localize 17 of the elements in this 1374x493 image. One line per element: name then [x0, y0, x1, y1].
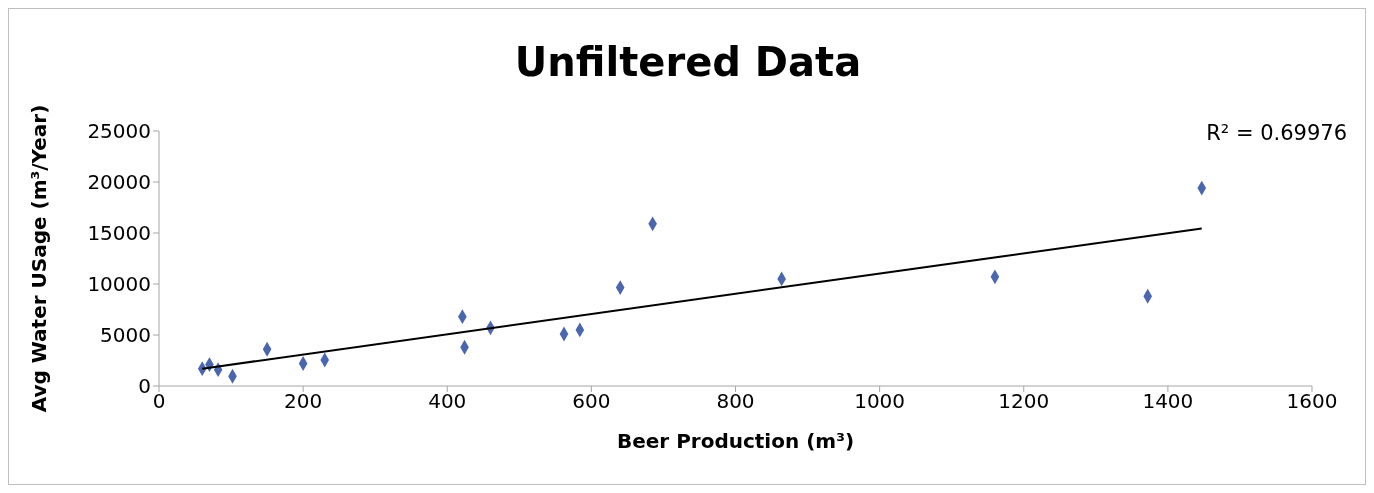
y-tick-label: 20000 [87, 170, 151, 195]
y-axis-title: Avg Water USage (m³/Year) [27, 104, 52, 413]
x-tick-label: 400 [428, 389, 467, 414]
x-tick-label: 1400 [1142, 389, 1194, 414]
x-tick-label: 200 [284, 389, 323, 414]
chart-title: Unfiltered Data [513, 39, 863, 85]
x-tick-label: 600 [572, 389, 611, 414]
y-tick-label: 10000 [87, 272, 151, 297]
x-axis-title: Beer Production (m³) [616, 429, 855, 453]
annotation: R² = 0.69976 [1206, 121, 1347, 145]
x-tick-label: 1200 [998, 389, 1050, 414]
y-tick-label: 25000 [87, 119, 151, 144]
y-tick-label: 5000 [100, 323, 151, 348]
x-tick-label: 1000 [854, 389, 906, 414]
x-tick-label: 1600 [1286, 389, 1338, 414]
y-tick-label: 15000 [87, 221, 151, 246]
x-tick-label: 800 [716, 389, 755, 414]
